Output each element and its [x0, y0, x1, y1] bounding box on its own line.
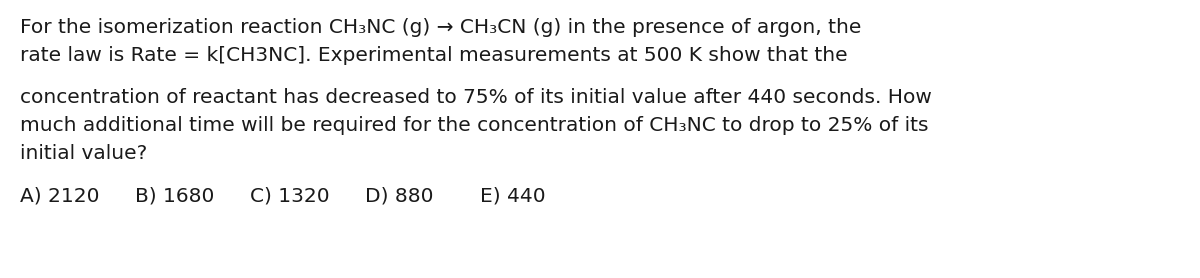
Text: rate law is Rate = k[CH3NC]. Experimental measurements at 500 K show that the: rate law is Rate = k[CH3NC]. Experimenta…: [20, 46, 847, 65]
Text: initial value?: initial value?: [20, 144, 148, 163]
Text: concentration of reactant has decreased to 75% of its initial value after 440 se: concentration of reactant has decreased …: [20, 88, 932, 107]
Text: A) 2120: A) 2120: [20, 186, 100, 205]
Text: For the isomerization reaction CH₃NC (g) → CH₃CN (g) in the presence of argon, t: For the isomerization reaction CH₃NC (g)…: [20, 18, 862, 37]
Text: C) 1320: C) 1320: [250, 186, 330, 205]
Text: B) 1680: B) 1680: [134, 186, 215, 205]
Text: E) 440: E) 440: [480, 186, 546, 205]
Text: much additional time will be required for the concentration of CH₃NC to drop to : much additional time will be required fo…: [20, 116, 929, 135]
Text: D) 880: D) 880: [365, 186, 433, 205]
